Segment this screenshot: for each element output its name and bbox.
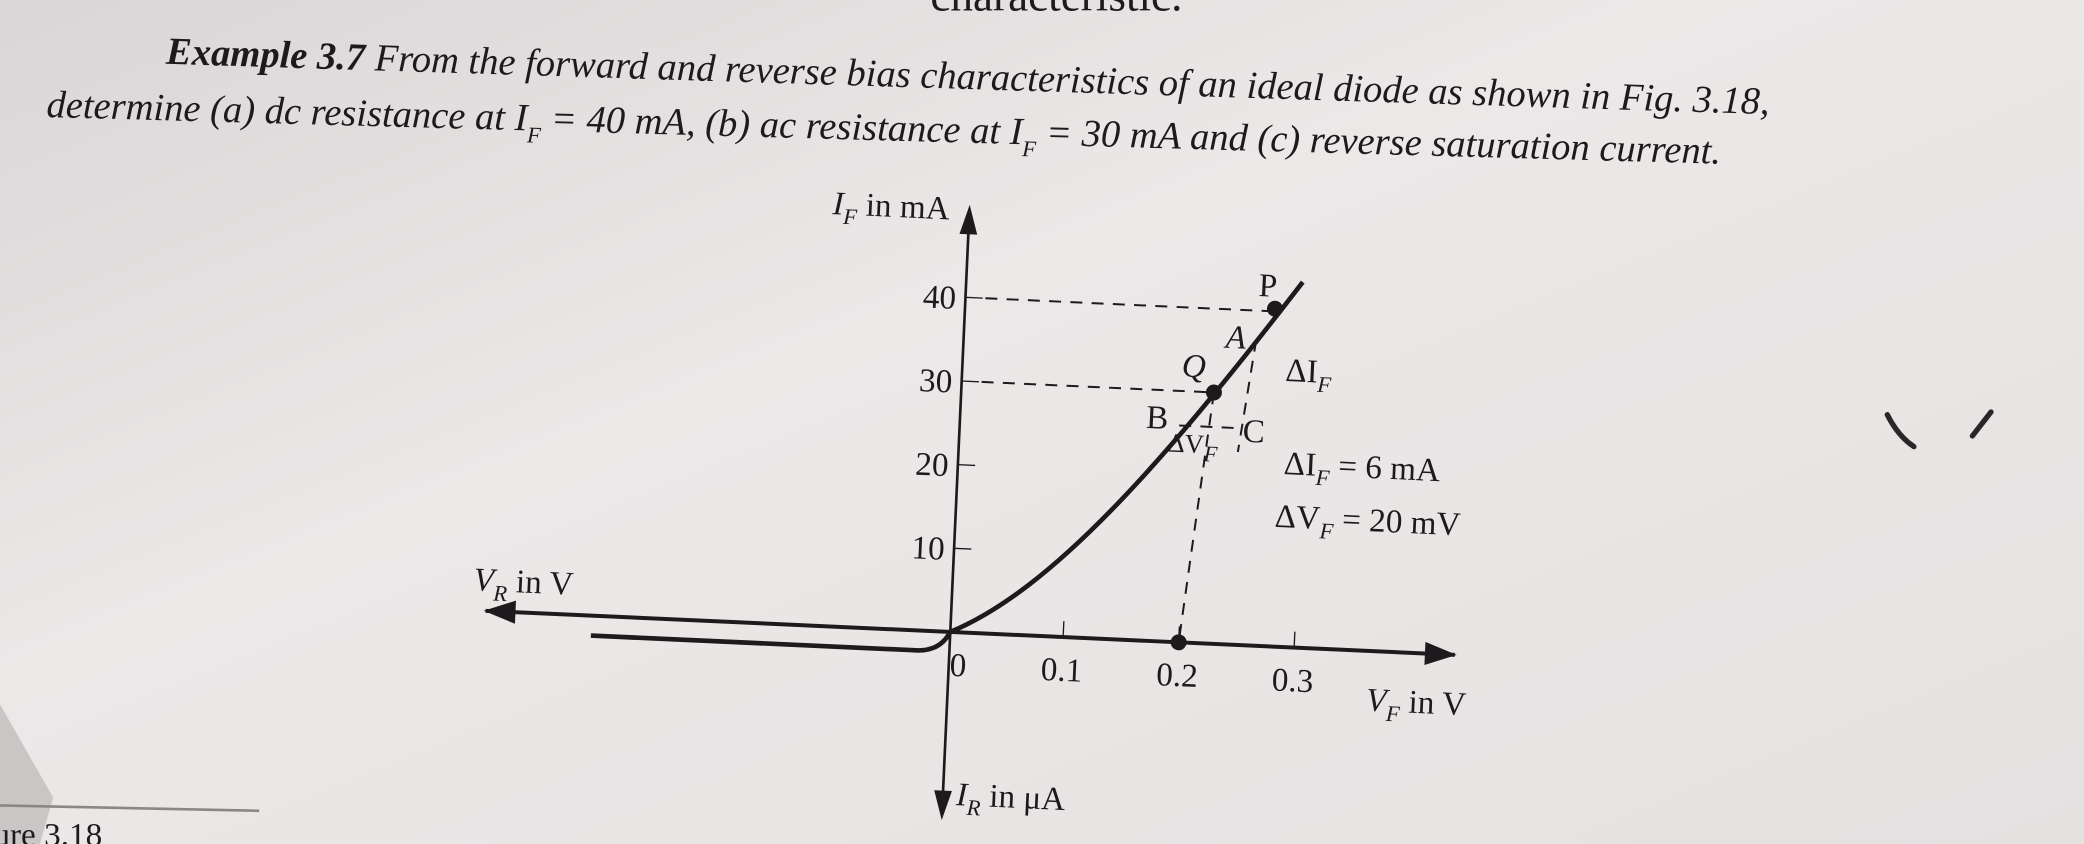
y-tick-label: 30 <box>918 362 953 400</box>
rule <box>0 804 260 813</box>
neg-y-label: IR in μA <box>954 776 1066 824</box>
y-tick-label: 10 <box>911 529 946 567</box>
x-axis-label: VF in V <box>1365 682 1467 730</box>
point-label: A <box>1223 319 1248 357</box>
sym: ΔV <box>1274 498 1321 537</box>
text: = 6 mA <box>1329 447 1441 489</box>
y-tick-label: 20 <box>914 446 949 484</box>
point-p <box>1266 300 1283 317</box>
delta-vf: ΔVF <box>1167 428 1219 467</box>
caption-fragment: ure 3.18 <box>0 816 102 844</box>
text: in V <box>1399 683 1466 723</box>
sym: ΔV <box>1167 428 1205 460</box>
neg-x-label: VR in V <box>473 561 575 609</box>
subscript: F <box>1314 465 1330 491</box>
point-q <box>1205 384 1222 401</box>
axes <box>483 204 1457 821</box>
point-label: B <box>1145 399 1169 437</box>
y-tick-label: 40 <box>922 278 957 316</box>
sym: I <box>831 185 847 223</box>
point-label: P <box>1258 267 1278 305</box>
text: in mA <box>857 186 951 227</box>
figure: IF in mA VF in V VR in V IR in μA 40 30 … <box>473 185 1467 824</box>
subscript: F <box>842 204 858 230</box>
delta-if: ΔIF <box>1284 352 1332 397</box>
text: in V <box>507 563 574 603</box>
subscript: F <box>1384 701 1400 727</box>
text: = 20 mV <box>1333 501 1461 544</box>
sym: ΔI <box>1283 445 1317 483</box>
x-tick-label: 0.2 <box>1156 656 1199 695</box>
x-tick-label: 0.1 <box>1040 651 1083 690</box>
shadow <box>0 704 54 844</box>
sym: ΔI <box>1285 352 1319 390</box>
point-label: C <box>1242 413 1266 451</box>
subscript: F <box>526 122 542 147</box>
y-axis-label: IF in mA <box>831 185 951 234</box>
text: in μA <box>980 777 1066 818</box>
subscript: F <box>1021 136 1037 161</box>
eq-1: ΔIF = 6 mA <box>1283 445 1441 495</box>
point-label: Q <box>1181 347 1207 385</box>
subscript: F <box>1318 518 1334 544</box>
example-label: Example 3.7 <box>165 31 368 79</box>
subscript: F <box>1202 441 1218 467</box>
subscript: R <box>492 581 508 607</box>
point-02 <box>1170 634 1187 651</box>
subscript: R <box>965 795 981 821</box>
subscript: F <box>1316 372 1332 398</box>
sym: I <box>954 776 970 814</box>
x-tick-label: 0.3 <box>1271 661 1314 700</box>
eq-2: ΔVF = 20 mV <box>1274 498 1462 550</box>
check-marks <box>1884 409 1994 450</box>
x-tick-label: 0 <box>949 647 967 685</box>
top-fragment: characteristic. <box>930 0 1182 21</box>
